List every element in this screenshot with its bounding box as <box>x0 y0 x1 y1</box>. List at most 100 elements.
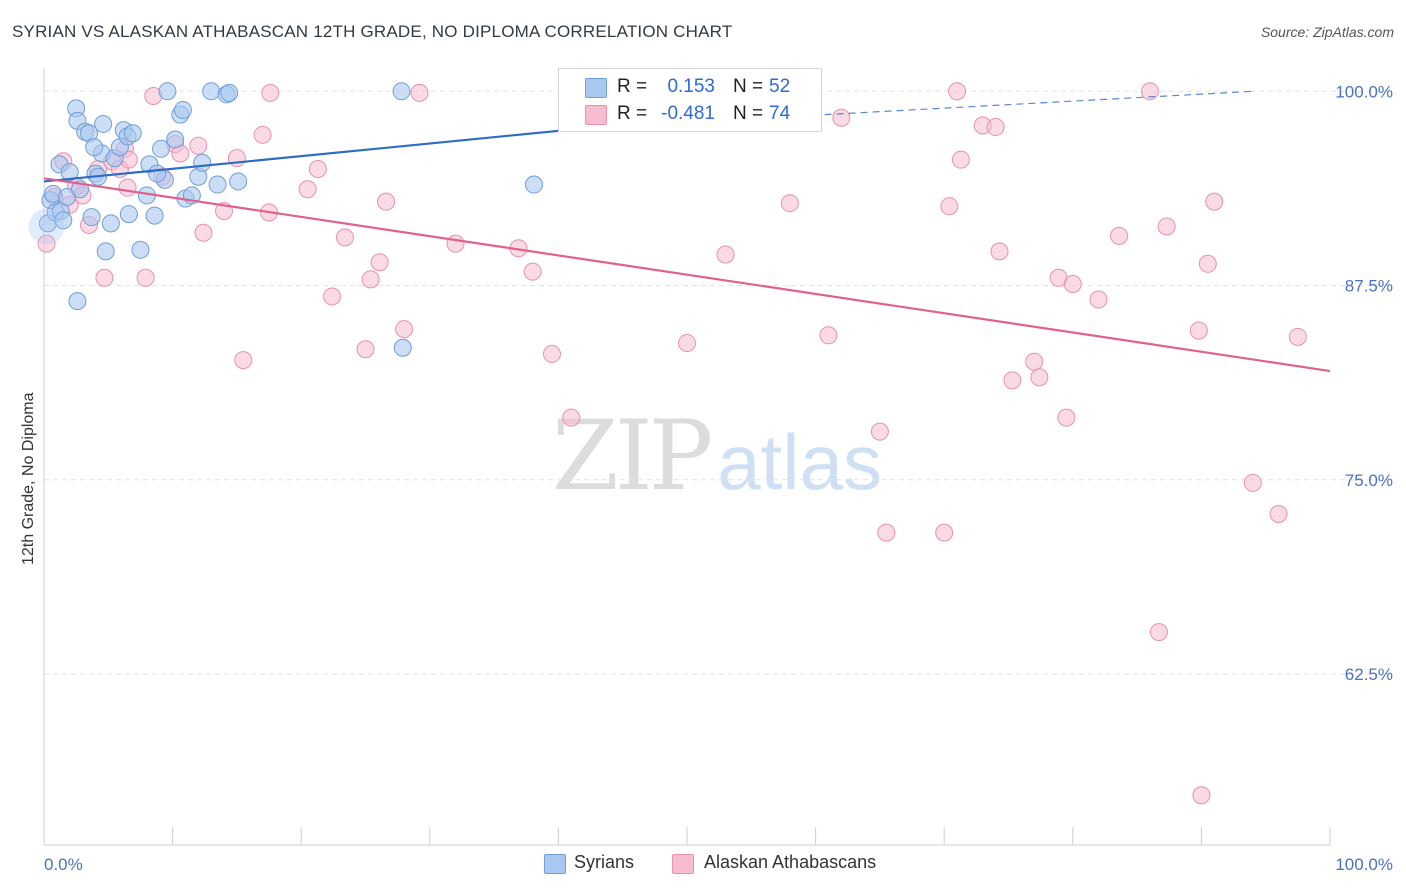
alaskan-point <box>523 262 542 281</box>
chart-title: SYRIAN VS ALASKAN ATHABASCAN 12TH GRADE,… <box>12 22 733 41</box>
alaskan-point <box>1030 368 1049 387</box>
alaskan-point <box>1089 290 1108 309</box>
syrian-point <box>123 124 142 143</box>
syrian-point <box>220 83 239 102</box>
alaskan-point <box>377 192 396 211</box>
bottom-legend-swatch-alaskan <box>672 854 694 874</box>
alaskan-point <box>1149 623 1168 642</box>
syrian-point <box>68 292 87 311</box>
alaskan-point <box>1205 192 1224 211</box>
tick-labels: 62.5% 75.0% 87.5% 100.0% 0.0% 100.0% <box>44 82 1393 874</box>
alaskan-point <box>877 523 896 542</box>
syrian-point <box>158 82 177 101</box>
x-tick-label: 0.0% <box>44 855 83 874</box>
y-tick-label: 100.0% <box>1335 82 1393 101</box>
syrian-point <box>202 82 221 101</box>
alaskan-point <box>780 194 799 213</box>
syrian-point <box>524 175 543 194</box>
alaskan-point <box>253 125 272 144</box>
watermark: ZIP atlas <box>552 400 882 512</box>
alaskan-point <box>298 180 317 199</box>
syrians-trend-line <box>43 125 598 183</box>
syrian-point <box>173 100 192 119</box>
alaskan-point <box>118 178 137 197</box>
legend-swatch-syrians <box>585 78 607 98</box>
alaskan-point <box>261 83 280 102</box>
y-axis-label-wrap: 12th Grade, No Diploma <box>20 392 40 585</box>
alaskan-point <box>1003 371 1022 390</box>
syrian-point <box>193 153 212 172</box>
syrian-point <box>60 163 79 182</box>
alaskan-point <box>940 197 959 216</box>
alaskan-point <box>361 270 380 289</box>
alaskan-point <box>335 228 354 247</box>
syrian-point <box>145 206 164 225</box>
alaskan-point <box>1288 327 1307 346</box>
alaskan-point <box>986 118 1005 137</box>
legend-n-value: 52 <box>769 76 791 97</box>
alaskan-point <box>1269 504 1288 523</box>
syrian-point <box>131 240 150 259</box>
legend-r-value: 0.153 <box>667 76 715 97</box>
legend-r-label: R = <box>617 76 648 97</box>
alaskan-point <box>1057 408 1076 427</box>
alaskan-point <box>323 287 342 306</box>
alaskan-point <box>870 422 889 441</box>
alaskan-point <box>832 108 851 127</box>
legend-swatch-alaskan <box>585 105 607 125</box>
alaskan-point <box>95 268 114 287</box>
syrian-point <box>208 175 227 194</box>
syrian-point <box>392 82 411 101</box>
legend-r-value: -0.481 <box>661 103 715 124</box>
alaskan-point <box>1198 254 1217 273</box>
syrians-points <box>28 82 543 357</box>
x-tick-label: 100.0% <box>1335 855 1393 874</box>
alaskan-point <box>308 160 327 179</box>
alaskan-points <box>37 82 1307 805</box>
source-label: Source: ZipAtlas.com <box>1260 24 1394 40</box>
alaskan-point <box>948 82 967 101</box>
y-tick-label: 87.5% <box>1345 277 1393 296</box>
alaskan-point <box>194 223 213 242</box>
alaskan-point <box>819 326 838 345</box>
watermark-atlas: atlas <box>717 418 882 506</box>
trend-lines <box>43 90 1331 373</box>
syrian-point <box>101 214 120 233</box>
alaskan-point <box>1243 473 1262 492</box>
alaskan-point <box>1025 352 1044 371</box>
alaskan-point <box>562 408 581 427</box>
alaskan-point <box>189 136 208 155</box>
alaskan-point <box>395 320 414 339</box>
alaskan-point <box>356 340 375 359</box>
syrian-point <box>393 338 412 357</box>
syrian-point <box>96 242 115 261</box>
y-axis-label: 12th Grade, No Diploma <box>20 392 37 565</box>
alaskan-point <box>1157 217 1176 236</box>
syrian-point <box>82 208 101 227</box>
alaskan-trend-line <box>43 177 1331 373</box>
y-tick-label: 75.0% <box>1345 471 1393 490</box>
alaskan-point <box>542 344 561 363</box>
alaskan-point <box>446 234 465 253</box>
legend-r-label: R = <box>617 103 648 124</box>
alaskan-point <box>410 83 429 102</box>
syrian-point <box>148 164 167 183</box>
alaskan-point <box>370 253 389 272</box>
alaskan-point <box>1140 82 1159 101</box>
alaskan-point <box>678 334 696 353</box>
syrian-point <box>229 172 248 191</box>
alaskan-point <box>1189 321 1208 340</box>
alaskan-point <box>1192 786 1211 805</box>
alaskan-point <box>136 268 155 287</box>
syrian-point-cluster <box>28 208 65 245</box>
alaskan-point <box>1063 275 1082 294</box>
legend-box: R = 0.153 N = 52 R = -0.481 N = 74 <box>558 68 822 132</box>
alaskan-point <box>935 523 954 542</box>
syrian-point <box>152 139 171 158</box>
alaskan-point <box>1110 226 1129 245</box>
alaskan-point <box>951 150 970 169</box>
legend-n-value: 74 <box>769 103 791 124</box>
y-tick-label: 62.5% <box>1345 665 1393 684</box>
syrian-point <box>119 205 138 224</box>
